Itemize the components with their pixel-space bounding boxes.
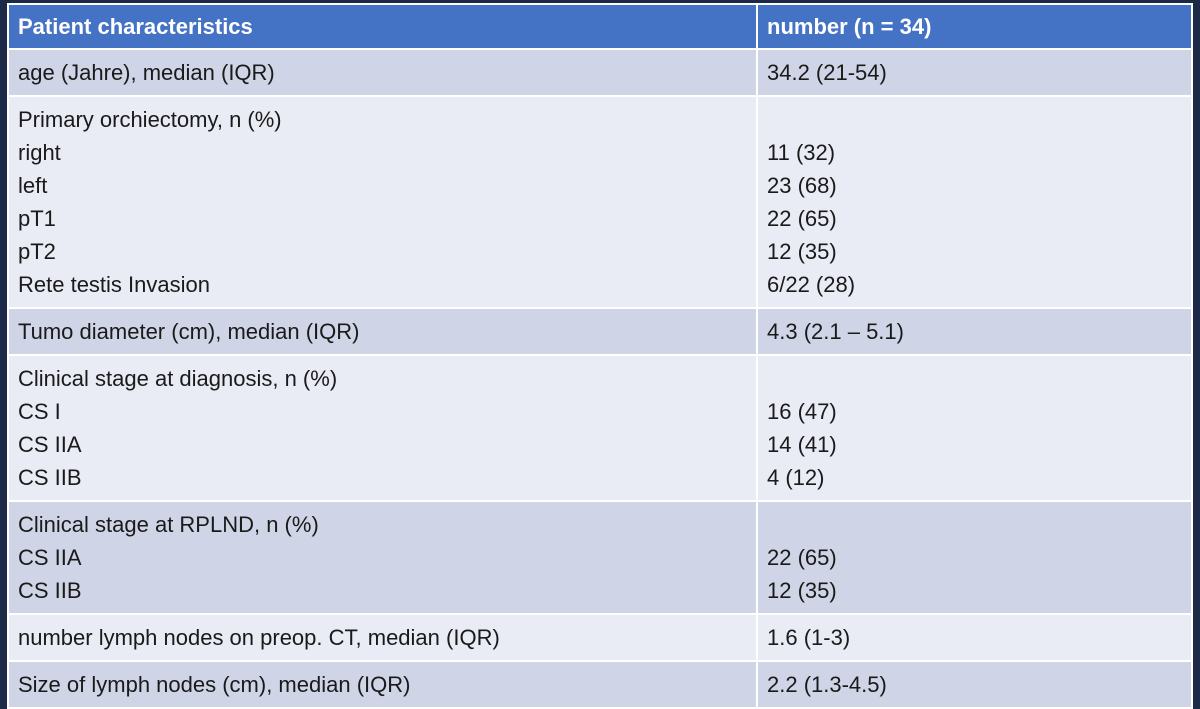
patient-table: Patient characteristics number (n = 34) … (7, 3, 1193, 709)
value-cell: 4.3 (2.1 – 5.1) (756, 307, 1193, 356)
header-cell: Patient characteristics (7, 3, 758, 50)
item-label: Rete testis Invasion (18, 272, 210, 297)
row-value: 2.2 (1.3-4.5) (767, 672, 887, 697)
item-value: 22 (65) (767, 545, 837, 570)
value-cell: 16 (47) 14 (41) 4 (12) (756, 354, 1193, 502)
value-cell: 22 (65) 12 (35) (756, 500, 1193, 615)
value-cell: 34.2 (21-54) (756, 48, 1193, 97)
value-cell: 1.6 (1-3) (756, 613, 1193, 662)
row-label: age (Jahre), median (IQR) (18, 60, 275, 85)
label-cell: age (Jahre), median (IQR) (7, 48, 758, 97)
header-row: Patient characteristics number (n = 34) (7, 3, 1193, 50)
item-label: CS IIA (18, 545, 82, 570)
spacer (767, 103, 1181, 136)
row-label: number lymph nodes on preop. CT, median … (18, 625, 500, 650)
label-cell: Primary orchiectomy, n (%) right left pT1 pT… (7, 95, 758, 309)
item-value: 12 (35) (767, 239, 837, 264)
row-value: 34.2 (21-54) (767, 60, 887, 85)
spacer (767, 508, 1181, 541)
row-value: 1.6 (1-3) (767, 625, 851, 650)
label-cell: Clinical stage at diagnosis, n (%) CS I CS… (7, 354, 758, 502)
header-cell: number (n = 34) (756, 3, 1193, 50)
label-cell: Clinical stage at RPLND, n (%) CS IIA CS I… (7, 500, 758, 615)
table-row: number lymph nodes on preop. CT, median … (7, 613, 1193, 662)
table-wrapper: Patient characteristics number (n = 34) … (7, 3, 1193, 709)
row-label: Size of lymph nodes (cm), median (IQR) (18, 672, 411, 697)
label-cell: number lymph nodes on preop. CT, median … (7, 613, 758, 662)
label-cell: Tumo diameter (cm), median (IQR) (7, 307, 758, 356)
item-label: CS IIB (18, 465, 82, 490)
item-value: 14 (41) (767, 432, 837, 457)
item-label: right (18, 140, 61, 165)
page: Patient characteristics number (n = 34) … (7, 3, 1193, 709)
item-label: pT2 (18, 239, 56, 264)
value-cell: 2.2 (1.3-4.5) (756, 660, 1193, 709)
item-label: CS IIB (18, 578, 82, 603)
item-value: 4 (12) (767, 465, 825, 490)
table-row: age (Jahre), median (IQR) 34.2 (21-54) (7, 48, 1193, 97)
spacer (767, 362, 1181, 395)
item-value: 6/22 (28) (767, 272, 856, 297)
item-value: 11 (32) (767, 140, 836, 165)
table-row: Primary orchiectomy, n (%) right left pT1 pT… (7, 95, 1193, 309)
row-label: Primary orchiectomy, n (%) (18, 107, 282, 132)
header-text: number (n = 34) (767, 14, 932, 39)
row-label: Clinical stage at diagnosis, n (%) (18, 366, 338, 391)
row-value: 4.3 (2.1 – 5.1) (767, 319, 904, 344)
table-row: Clinical stage at diagnosis, n (%) CS I CS… (7, 354, 1193, 502)
item-value: 12 (35) (767, 578, 837, 603)
table-row: Clinical stage at RPLND, n (%) CS IIA CS I… (7, 500, 1193, 615)
item-value: 23 (68) (767, 173, 837, 198)
value-cell: 11 (32) 23 (68) 22 (65) 12 (35) 6/22 (28) (756, 95, 1193, 309)
row-label: Tumo diameter (cm), median (IQR) (18, 319, 360, 344)
header-text: Patient characteristics (18, 14, 253, 39)
table-row: Size of lymph nodes (cm), median (IQR) 2.… (7, 660, 1193, 709)
item-label: left (18, 173, 48, 198)
row-label: Clinical stage at RPLND, n (%) (18, 512, 319, 537)
item-value: 22 (65) (767, 206, 837, 231)
item-label: pT1 (18, 206, 56, 231)
item-value: 16 (47) (767, 399, 837, 424)
item-label: CS I (18, 399, 61, 424)
item-label: CS IIA (18, 432, 82, 457)
table-row: Tumo diameter (cm), median (IQR) 4.3 (2.1… (7, 307, 1193, 356)
label-cell: Size of lymph nodes (cm), median (IQR) (7, 660, 758, 709)
